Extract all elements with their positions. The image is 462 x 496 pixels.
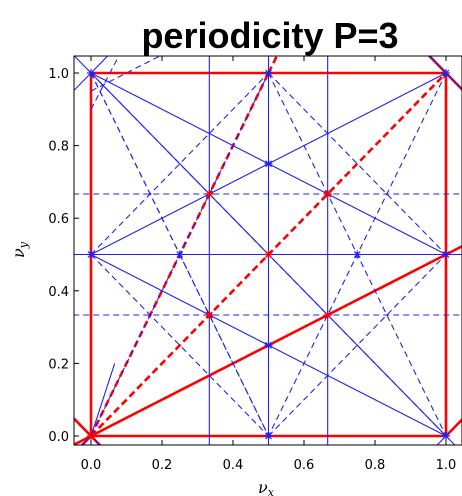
y-axis-label-text: ν — [9, 248, 28, 258]
blue-solid-line-12 — [74, 72, 92, 92]
x-axis-ticks: 0.0 0.2 0.4 0.6 0.8 1.0 — [81, 56, 457, 473]
red-intersection-marker-4 — [205, 311, 214, 320]
blue-dashed-line-2 — [90, 72, 269, 255]
blue-intersection-marker-9 — [87, 250, 95, 259]
blue-dashed-line-5 — [268, 254, 447, 437]
blue-intersection-marker-14 — [264, 432, 273, 440]
x-axis-label: νx — [258, 478, 275, 496]
blue-intersection-marker-10 — [87, 69, 95, 77]
x-axis-label-text: ν — [258, 478, 268, 496]
red-solid-line-12 — [445, 417, 462, 437]
blue-intersection-marker-12 — [442, 432, 450, 440]
blue-intersection-marker-7 — [175, 250, 184, 259]
red-solid-line-8 — [74, 416, 92, 437]
x-tick-label: 0.8 — [365, 458, 386, 473]
y-tick-label: 0.8 — [48, 140, 69, 155]
x-tick-label: 0.4 — [223, 458, 244, 473]
red-solid-line-6 — [74, 434, 92, 445]
red-intersection-marker-5 — [264, 250, 273, 259]
red-intersection-marker-2 — [323, 189, 332, 198]
blue-solid-line-13 — [428, 56, 447, 74]
blue-dashed-line-12 — [90, 56, 120, 110]
x-tick-label: 0.0 — [81, 458, 102, 473]
red-intersection-marker-0 — [87, 432, 95, 440]
markers-layer — [87, 69, 450, 440]
blue-intersection-marker-13 — [264, 69, 273, 77]
blue-solid-line-11 — [90, 56, 109, 74]
plot-frame — [73, 55, 462, 446]
blue-solid-line-15 — [445, 435, 456, 445]
y-axis-label: νy — [9, 241, 30, 258]
blue-solid-line-18 — [81, 435, 92, 445]
y-axis-label-subscript: y — [17, 241, 30, 249]
blue-intersection-marker-8 — [353, 250, 362, 259]
y-axis-ticks: 0.0 0.2 0.4 0.6 0.8 1.0 — [48, 67, 79, 445]
blue-solid-line-9 — [90, 363, 116, 437]
y-tick-label: 0.6 — [48, 212, 69, 227]
x-tick-label: 0.2 — [152, 458, 173, 473]
blue-dashed-line-10 — [179, 254, 269, 437]
blue-solid-line-14 — [445, 72, 462, 91]
blue-dashed-line-4 — [268, 72, 447, 255]
blue-solid-line-10 — [74, 56, 92, 74]
y-tick-label: 1.0 — [48, 67, 69, 82]
y-tick-label: 0.4 — [48, 285, 69, 300]
y-tick-label: 0.0 — [48, 430, 69, 445]
x-axis-label-subscript: x — [268, 486, 275, 496]
x-tick-label: 1.0 — [436, 458, 457, 473]
blue-solid-line-16 — [436, 435, 447, 445]
red-intersection-marker-3 — [323, 311, 332, 320]
red-intersection-marker-1 — [205, 189, 214, 198]
red-solid-line-5 — [445, 244, 462, 256]
chart-title: periodicity P=3 — [141, 15, 398, 56]
red-dashed-line-1 — [267, 56, 279, 74]
blue-dashed-line-3 — [90, 254, 269, 437]
x-tick-label: 0.6 — [294, 458, 315, 473]
blue-dashed-line-9 — [90, 72, 181, 255]
blue-dashed-line-11 — [90, 56, 161, 92]
blue-intersection-marker-6 — [264, 341, 273, 350]
blue-intersection-marker-5 — [264, 159, 273, 168]
y-tick-label: 0.2 — [48, 357, 69, 372]
blue-intersection-marker-11 — [442, 69, 450, 77]
blue-intersection-marker-15 — [442, 250, 450, 259]
